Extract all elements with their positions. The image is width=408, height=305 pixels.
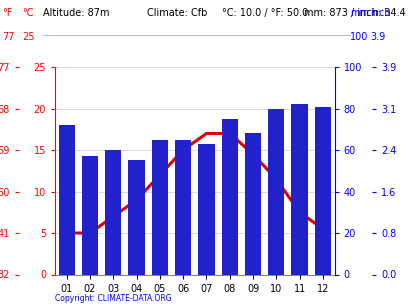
Bar bbox=[59, 125, 75, 274]
Text: inch: inch bbox=[370, 8, 391, 18]
Text: 100: 100 bbox=[350, 32, 368, 42]
Bar bbox=[152, 140, 168, 274]
Text: Copyright: CLIMATE-DATA.ORG: Copyright: CLIMATE-DATA.ORG bbox=[55, 294, 172, 303]
Text: 25: 25 bbox=[22, 32, 35, 42]
Bar bbox=[315, 106, 331, 274]
Text: 77: 77 bbox=[2, 32, 15, 42]
Text: Climate: Cfb: Climate: Cfb bbox=[147, 8, 207, 18]
Bar bbox=[129, 160, 145, 274]
Text: 3.9: 3.9 bbox=[370, 32, 386, 42]
Bar bbox=[291, 104, 308, 274]
Bar bbox=[222, 119, 238, 274]
Bar bbox=[105, 150, 122, 274]
Bar bbox=[268, 109, 284, 274]
Text: mm: 873 / inch: 34.4: mm: 873 / inch: 34.4 bbox=[304, 8, 406, 18]
Bar bbox=[245, 134, 261, 274]
Text: Altitude: 87m: Altitude: 87m bbox=[43, 8, 109, 18]
Bar bbox=[175, 140, 191, 274]
Text: °C: °C bbox=[22, 8, 34, 18]
Text: °F: °F bbox=[2, 8, 12, 18]
Bar bbox=[82, 156, 98, 274]
Bar bbox=[198, 144, 215, 274]
Text: mm: mm bbox=[350, 8, 369, 18]
Text: °C: 10.0 / °F: 50.0: °C: 10.0 / °F: 50.0 bbox=[222, 8, 308, 18]
